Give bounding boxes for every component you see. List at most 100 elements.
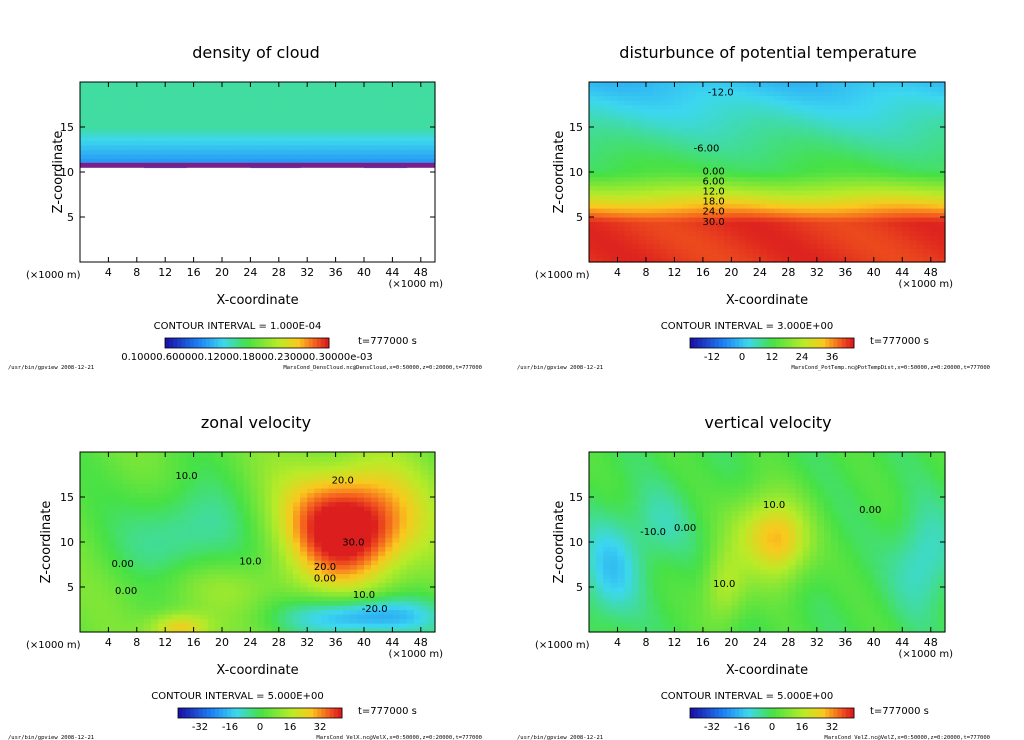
heat-cell bbox=[214, 501, 223, 507]
colorbar-swatch bbox=[214, 338, 219, 348]
heat-cell bbox=[207, 587, 216, 593]
heat-cell bbox=[399, 609, 408, 615]
heat-cell bbox=[838, 226, 846, 232]
heat-cell bbox=[207, 131, 216, 137]
heat-cell bbox=[831, 104, 839, 110]
heat-cell bbox=[823, 235, 832, 241]
heat-cell bbox=[681, 257, 690, 263]
heat-cell bbox=[852, 113, 861, 119]
x-unit-label: (×1000 m) bbox=[898, 279, 953, 290]
heat-cell bbox=[250, 623, 259, 629]
heat-cell bbox=[392, 483, 401, 489]
heat-cell bbox=[809, 257, 818, 263]
heat-cell bbox=[845, 239, 854, 245]
heat-cell bbox=[781, 91, 789, 97]
heat-cell bbox=[165, 118, 173, 124]
heat-cell bbox=[151, 488, 159, 494]
heat-cell bbox=[788, 194, 797, 200]
heat-cell bbox=[610, 190, 619, 196]
heat-cell bbox=[115, 86, 124, 92]
heat-cell bbox=[80, 627, 88, 633]
heat-cell bbox=[909, 91, 918, 97]
heat-cell bbox=[759, 145, 768, 151]
heat-cell bbox=[752, 176, 761, 182]
heat-cell bbox=[236, 140, 244, 146]
colorbar-swatch bbox=[813, 338, 818, 348]
heat-cell bbox=[802, 248, 811, 254]
heat-cell bbox=[795, 217, 804, 223]
heat-cell bbox=[895, 253, 903, 259]
colorbar-tick-label: 24 bbox=[796, 352, 809, 363]
heat-cell bbox=[759, 244, 768, 250]
heat-cell bbox=[356, 140, 365, 146]
heat-cell bbox=[314, 560, 322, 566]
heat-cell bbox=[300, 600, 308, 606]
heat-cell bbox=[852, 226, 861, 232]
heat-cell bbox=[399, 492, 408, 498]
heat-cell bbox=[172, 582, 180, 588]
heat-cell bbox=[285, 506, 294, 512]
heat-cell bbox=[214, 573, 223, 579]
heat-cell bbox=[916, 82, 925, 88]
heat-cell bbox=[838, 217, 846, 223]
heat-cell bbox=[589, 203, 597, 209]
heat-cell bbox=[328, 546, 337, 552]
heat-cell bbox=[87, 452, 95, 458]
heat-cell bbox=[250, 510, 259, 516]
heat-cell bbox=[115, 497, 124, 503]
heat-cell bbox=[731, 127, 740, 133]
heat-cell bbox=[638, 167, 647, 173]
heat-cell bbox=[214, 582, 223, 588]
heat-cell bbox=[923, 118, 932, 124]
heat-cell bbox=[888, 136, 896, 142]
heat-cell bbox=[378, 91, 386, 97]
heat-cell bbox=[831, 154, 839, 160]
heat-cell bbox=[222, 452, 230, 458]
heat-cell bbox=[378, 131, 386, 137]
heat-cell bbox=[406, 140, 415, 146]
heat-cell bbox=[731, 208, 740, 214]
heat-cell bbox=[916, 91, 925, 97]
heat-cell bbox=[767, 212, 775, 218]
heat-cell bbox=[937, 217, 946, 223]
heat-cell bbox=[589, 82, 597, 88]
heat-cell bbox=[781, 122, 789, 128]
heat-cell bbox=[165, 465, 173, 471]
heat-cell bbox=[136, 506, 145, 512]
heat-cell bbox=[328, 605, 337, 611]
heat-cell bbox=[314, 618, 322, 624]
heat-cell bbox=[193, 100, 202, 106]
heat-cell bbox=[596, 199, 604, 205]
heat-cell bbox=[392, 122, 401, 128]
heat-cell bbox=[364, 149, 372, 155]
heat-cell bbox=[243, 596, 251, 602]
colorbar-swatch bbox=[247, 338, 252, 348]
heat-cell bbox=[207, 479, 216, 485]
heat-cell bbox=[781, 95, 789, 101]
heat-cell bbox=[115, 510, 124, 516]
heat-cell bbox=[342, 483, 351, 489]
heat-cell bbox=[193, 524, 202, 530]
heat-cell bbox=[809, 212, 818, 218]
heat-cell bbox=[759, 239, 768, 245]
heat-cell bbox=[136, 456, 145, 462]
heat-cell bbox=[87, 623, 95, 629]
heat-cell bbox=[724, 100, 732, 106]
heat-cell bbox=[688, 140, 697, 146]
heat-cell bbox=[774, 86, 782, 92]
heat-cell bbox=[122, 501, 131, 507]
heat-cell bbox=[236, 131, 244, 137]
heat-cell bbox=[873, 145, 882, 151]
heat-cell bbox=[717, 91, 725, 97]
heat-cell bbox=[342, 623, 351, 629]
heat-cell bbox=[831, 217, 839, 223]
heat-cell bbox=[378, 600, 386, 606]
heat-cell bbox=[151, 591, 159, 597]
heat-cell bbox=[378, 113, 386, 119]
heat-cell bbox=[831, 158, 839, 164]
heat-cell bbox=[314, 131, 322, 137]
heat-cell bbox=[638, 212, 647, 218]
heat-cell bbox=[371, 555, 379, 561]
heat-cell bbox=[285, 82, 294, 88]
heat-cell bbox=[179, 555, 188, 561]
